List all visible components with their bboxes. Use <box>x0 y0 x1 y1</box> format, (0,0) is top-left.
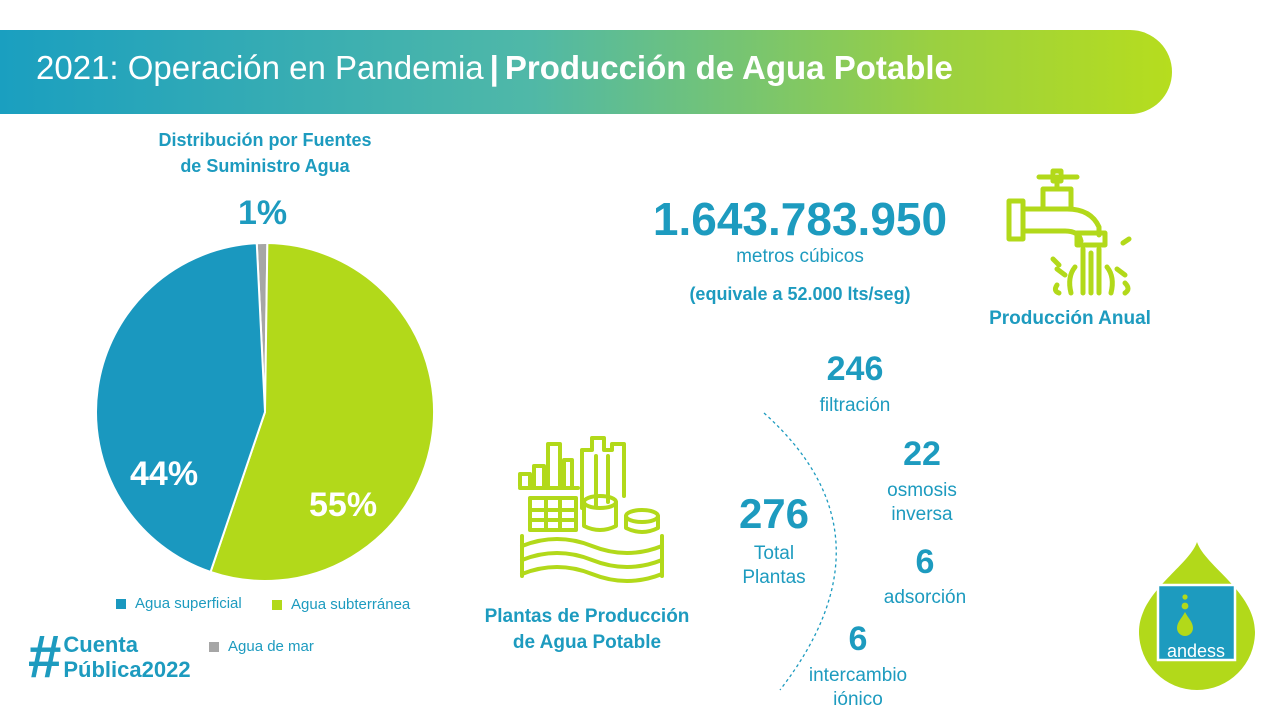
pie-chart-title: Distribución por Fuentes de Suministro A… <box>110 127 420 179</box>
pie-slice-agua-de-mar <box>255 242 269 413</box>
header-banner <box>0 30 1172 114</box>
hashtag-cuenta-publica: # Cuenta Pública2022 <box>28 627 191 687</box>
page-title-subject: Producción de Agua Potable <box>504 49 953 86</box>
legend-label: Agua de mar <box>228 638 314 655</box>
hashtag-symbol: # <box>28 623 62 690</box>
reverse-osmosis-plants-value: 22 <box>903 435 941 473</box>
legend-item-agua-subterranea: Agua subterránea <box>272 596 410 613</box>
reverse-osmosis-plants-label: osmosis inversa <box>862 479 982 527</box>
annual-production-caption: Producción Anual <box>989 308 1151 329</box>
ion-exchange-plants-label: intercambio iónico <box>788 664 928 712</box>
annual-production-value: 1.643.783.950 <box>652 193 948 245</box>
hashtag-words: Cuenta Pública2022 <box>63 632 190 682</box>
faucet-icon <box>1006 168 1132 296</box>
page-title-period: 2021: Operación en Pandemia <box>36 49 484 86</box>
reverse-osmosis-label-line-2: inversa <box>891 504 953 525</box>
total-plants-label-line-2: Plantas <box>742 567 806 588</box>
pie-chart-title-line-2: de Suministro Agua <box>180 156 350 176</box>
reverse-osmosis-label-line-1: osmosis <box>887 480 957 501</box>
annual-production-equivalence: (equivale a 52.000 lts/seg) <box>689 284 911 304</box>
ion-exchange-plants-value: 6 <box>848 620 868 658</box>
pie-slice-agua-superficial <box>95 242 267 574</box>
plants-caption-line-2: de Agua Potable <box>512 632 662 653</box>
legend-swatch <box>209 641 219 652</box>
pie-slice-agua-subterranea <box>209 242 435 582</box>
ion-exchange-label-line-2: iónico <box>833 689 883 710</box>
data-label-agua-superficial: 44% <box>130 455 199 493</box>
filtration-plants-label: filtración <box>819 395 891 416</box>
total-plants-label-line-1: Total <box>753 543 795 564</box>
legend-label: Agua superficial <box>135 595 242 612</box>
legend-swatch <box>116 598 126 609</box>
adsorption-plants-label: adsorción <box>883 587 967 608</box>
filtration-plants-value: 246 <box>826 350 884 388</box>
page-title: 2021: Operación en Pandemia | Producción d… <box>36 49 953 87</box>
plants-caption: Plantas de Producción de Agua Potable <box>462 604 712 656</box>
hashtag-line-1: Cuenta <box>63 632 138 657</box>
dashed-arc-divider <box>763 412 837 691</box>
legend-swatch <box>272 599 282 610</box>
pie-chart-title-line-1: Distribución por Fuentes <box>158 130 372 150</box>
andess-logo: andess <box>1139 542 1255 690</box>
legend-item-agua-superficial: Agua superficial <box>116 595 242 612</box>
page-title-separator: | <box>489 49 499 86</box>
total-plants-value: 276 <box>738 490 810 537</box>
water-plant-icon <box>518 436 664 583</box>
hashtag-line-2: Pública2022 <box>63 657 191 682</box>
total-plants-label: Total Plantas <box>714 542 834 590</box>
annual-production-unit: metros cúbicos <box>736 246 864 267</box>
data-label-agua-de-mar: 1% <box>238 194 288 232</box>
plants-caption-line-1: Plantas de Producción <box>484 606 690 627</box>
andess-logo-text: andess <box>1167 641 1225 661</box>
legend-label: Agua subterránea <box>291 596 411 613</box>
legend-item-agua-de-mar: Agua de mar <box>209 638 314 655</box>
adsorption-plants-value: 6 <box>915 543 935 581</box>
ion-exchange-label-line-1: intercambio <box>808 665 908 686</box>
data-label-agua-subterranea: 55% <box>309 486 378 524</box>
